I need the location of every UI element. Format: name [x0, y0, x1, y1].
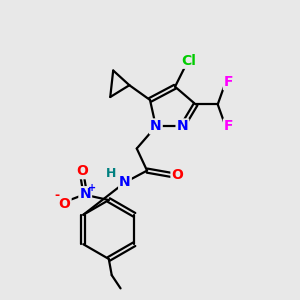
Text: N: N [150, 119, 162, 134]
Text: O: O [59, 197, 70, 211]
Text: N: N [119, 176, 131, 189]
Text: +: + [88, 183, 96, 193]
Text: -: - [55, 188, 60, 202]
Text: O: O [76, 164, 88, 178]
Text: O: O [171, 168, 183, 182]
Text: H: H [106, 167, 116, 180]
Text: F: F [224, 119, 233, 134]
Text: N: N [80, 187, 91, 201]
Text: Cl: Cl [181, 54, 196, 68]
Text: N: N [177, 119, 188, 134]
Text: F: F [224, 75, 233, 89]
